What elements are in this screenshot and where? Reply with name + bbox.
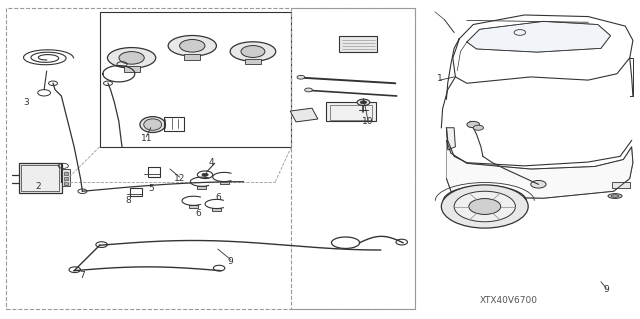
Bar <box>130 188 143 196</box>
Bar <box>291 8 415 309</box>
Circle shape <box>467 122 479 128</box>
Text: 6: 6 <box>196 209 202 218</box>
Bar <box>220 181 229 184</box>
Circle shape <box>468 198 500 214</box>
Text: 3: 3 <box>24 98 29 107</box>
Circle shape <box>473 125 483 130</box>
Text: 1: 1 <box>437 74 443 83</box>
Text: 10: 10 <box>362 117 374 126</box>
Bar <box>245 59 260 64</box>
Text: 6: 6 <box>215 193 221 202</box>
Polygon shape <box>290 108 318 122</box>
Text: 5: 5 <box>148 184 154 193</box>
Bar <box>6 8 415 309</box>
Polygon shape <box>447 128 456 150</box>
Text: 8: 8 <box>125 196 131 205</box>
Bar <box>64 182 68 185</box>
Circle shape <box>454 191 515 222</box>
Bar <box>21 165 60 191</box>
Bar <box>189 205 198 208</box>
Bar <box>612 182 630 188</box>
Bar <box>19 163 62 193</box>
Ellipse shape <box>608 194 622 198</box>
Bar <box>184 54 200 60</box>
Text: 7: 7 <box>79 271 85 280</box>
Bar <box>64 177 68 180</box>
Bar <box>326 102 376 122</box>
Bar <box>62 169 70 187</box>
Bar <box>330 105 372 120</box>
Text: 9: 9 <box>228 257 234 266</box>
Text: 11: 11 <box>141 134 152 143</box>
Text: 2: 2 <box>35 182 40 191</box>
Bar <box>164 117 184 131</box>
Text: 9: 9 <box>604 285 609 294</box>
Ellipse shape <box>611 195 619 197</box>
Polygon shape <box>447 140 633 198</box>
Bar <box>64 172 68 175</box>
Bar <box>197 186 207 189</box>
Ellipse shape <box>140 117 166 132</box>
Circle shape <box>442 185 528 228</box>
Bar <box>148 167 161 177</box>
Circle shape <box>241 46 265 57</box>
Ellipse shape <box>230 42 276 61</box>
Text: 12: 12 <box>174 174 185 183</box>
Ellipse shape <box>168 35 216 56</box>
Bar <box>212 208 221 211</box>
Bar <box>124 66 140 71</box>
Circle shape <box>119 52 144 64</box>
Circle shape <box>180 40 205 52</box>
Circle shape <box>202 173 208 176</box>
Text: 4: 4 <box>209 158 214 167</box>
Circle shape <box>305 88 312 92</box>
Circle shape <box>297 75 305 79</box>
Polygon shape <box>467 21 611 52</box>
Circle shape <box>360 101 367 104</box>
Bar <box>339 36 378 51</box>
Ellipse shape <box>108 48 156 68</box>
Ellipse shape <box>144 119 162 130</box>
Circle shape <box>357 99 370 106</box>
Bar <box>100 12 291 147</box>
Circle shape <box>531 181 546 188</box>
Text: XTX40V6700: XTX40V6700 <box>479 296 538 305</box>
